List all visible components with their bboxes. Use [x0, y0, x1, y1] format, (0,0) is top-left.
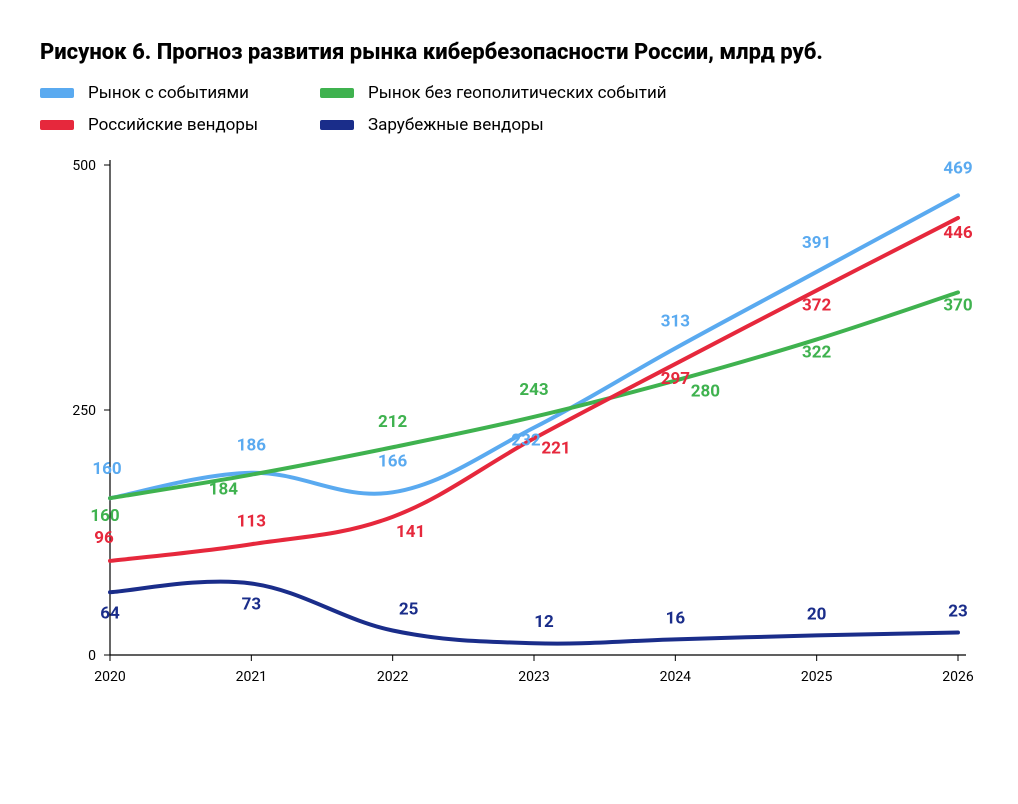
legend-label-s2: Рынок без геополитических событий — [368, 83, 667, 103]
svg-text:2023: 2023 — [518, 669, 549, 685]
legend-swatch-s2 — [320, 88, 354, 98]
data-label: 232 — [511, 431, 541, 451]
data-label: 64 — [100, 603, 120, 623]
svg-text:2025: 2025 — [801, 669, 833, 685]
legend-item-s2: Рынок без геополитических событий — [320, 83, 740, 103]
data-label: 25 — [399, 600, 419, 620]
svg-text:250: 250 — [72, 403, 96, 419]
legend-swatch-s1 — [40, 88, 74, 98]
data-label: 160 — [90, 506, 119, 526]
data-label: 446 — [943, 223, 973, 243]
data-label: 186 — [237, 436, 267, 456]
data-label: 391 — [802, 233, 831, 253]
svg-text:2021: 2021 — [236, 669, 267, 685]
legend-item-s3: Российские вендоры — [40, 115, 320, 135]
data-label: 243 — [519, 380, 548, 400]
data-label: 212 — [378, 412, 408, 432]
data-label: 113 — [237, 511, 266, 531]
data-label: 221 — [541, 438, 570, 458]
svg-text:500: 500 — [72, 158, 96, 174]
legend-label-s1: Рынок с событиями — [88, 83, 249, 103]
data-label: 96 — [94, 528, 114, 548]
legend-label-s3: Российские вендоры — [88, 115, 258, 135]
data-label: 184 — [209, 480, 239, 500]
svg-text:2022: 2022 — [377, 669, 409, 685]
legend-swatch-s3 — [40, 120, 74, 130]
line-chart: 0250500202020212022202320242025202616018… — [40, 145, 978, 735]
data-label: 16 — [666, 608, 686, 628]
svg-text:2026: 2026 — [942, 669, 974, 685]
data-label: 160 — [92, 459, 121, 479]
data-label: 313 — [661, 311, 690, 331]
data-label: 370 — [943, 295, 972, 315]
data-label: 12 — [534, 612, 554, 632]
svg-text:2024: 2024 — [660, 669, 692, 685]
svg-text:2020: 2020 — [94, 669, 126, 685]
chart-title: Рисунок 6. Прогноз развития рынка киберб… — [40, 40, 978, 65]
data-label: 469 — [943, 158, 972, 178]
data-label: 280 — [691, 382, 720, 402]
data-label: 23 — [948, 601, 968, 621]
legend-label-s4: Зарубежные вендоры — [368, 115, 544, 135]
data-label: 141 — [396, 522, 425, 542]
data-label: 73 — [242, 594, 262, 614]
svg-text:0: 0 — [88, 648, 96, 664]
data-label: 372 — [802, 295, 832, 315]
data-label: 20 — [807, 604, 827, 624]
data-label: 322 — [802, 342, 832, 362]
data-label: 166 — [378, 451, 408, 471]
legend: Рынок с событиями Рынок без геополитичес… — [40, 83, 978, 135]
data-label: 297 — [661, 369, 691, 389]
legend-swatch-s4 — [320, 120, 354, 130]
legend-item-s4: Зарубежные вендоры — [320, 115, 740, 135]
legend-item-s1: Рынок с событиями — [40, 83, 320, 103]
